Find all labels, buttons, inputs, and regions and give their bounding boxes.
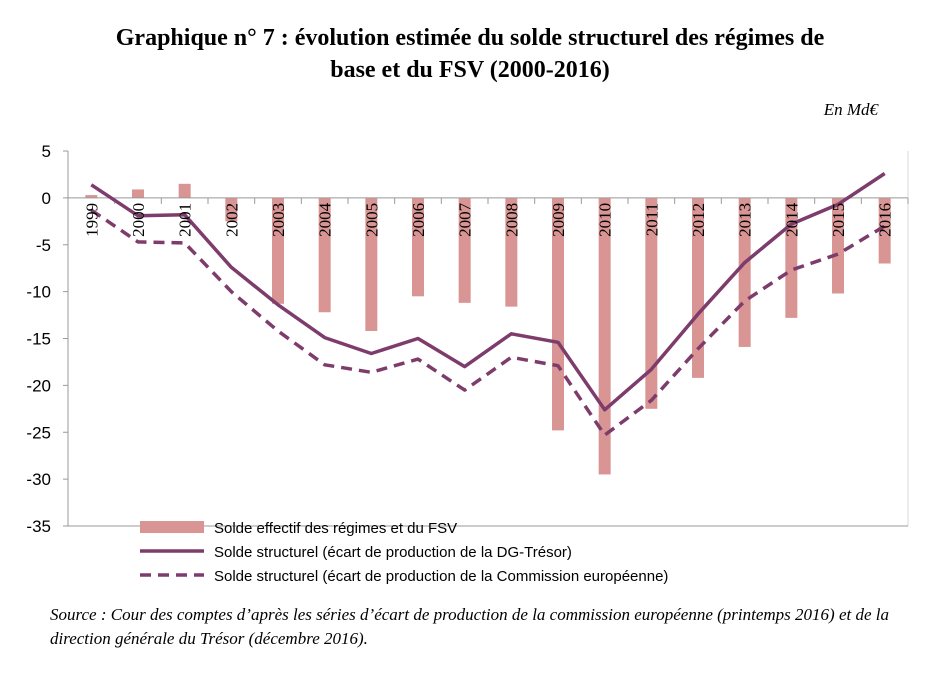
x-tick-label: 2016 (876, 203, 895, 237)
x-tick-label: 2008 (502, 203, 521, 237)
legend-label: Solde effectif des régimes et du FSV (214, 520, 457, 537)
chart-title-line-1: Graphique n° 7 : évolution estimée du so… (115, 25, 825, 51)
x-tick-label: 2009 (549, 203, 568, 237)
x-tick-label: 2005 (362, 203, 381, 237)
x-tick-label: 2012 (689, 203, 708, 237)
bar (458, 197, 471, 303)
x-tick-label: 2007 (456, 202, 475, 237)
bar (85, 195, 98, 198)
y-tick-label: -20 (26, 376, 51, 395)
y-tick-label: -10 (26, 283, 51, 302)
legend-label: Solde structurel (écart de production de… (214, 568, 668, 585)
y-tick-label: -5 (36, 236, 51, 255)
bar (505, 197, 518, 307)
bar (878, 197, 891, 264)
y-tick-label: -15 (26, 330, 51, 349)
chart-title: Graphique n° 7 : évolution estimée du so… (0, 22, 940, 86)
y-tick-label: -25 (26, 423, 51, 442)
x-tick-label: 2014 (782, 202, 801, 237)
x-tick-label: 2010 (596, 203, 615, 237)
legend-label: Solde structurel (écart de production de… (214, 544, 572, 561)
bar (832, 197, 844, 294)
bar (552, 197, 564, 431)
x-tick-label: 1999 (82, 203, 101, 237)
x-tick-label: 2004 (316, 202, 335, 237)
source-note: Source : Cour des comptes d’après les sé… (50, 605, 889, 648)
bar (645, 197, 658, 409)
x-tick-label: 2003 (269, 203, 288, 237)
series-line-tresor (90, 172, 886, 412)
chart-title-line-2: base et du FSV (2000-2016) (330, 57, 610, 83)
bar (225, 197, 238, 222)
series-line-commission (90, 208, 886, 437)
bar (318, 197, 331, 313)
x-tick-label: 2002 (222, 203, 241, 237)
bar (738, 197, 751, 347)
legend-swatch-bar (140, 521, 204, 533)
unit-label: En Md€ (823, 100, 878, 119)
y-tick-label: 5 (42, 142, 51, 161)
x-tick-label: 2013 (736, 203, 755, 237)
bar (365, 197, 378, 331)
bar (132, 189, 144, 198)
y-tick-label: -35 (26, 517, 51, 536)
x-tick-label: 2000 (129, 203, 148, 237)
x-tick-label: 2001 (176, 203, 195, 237)
x-tick-label: 2006 (409, 203, 428, 237)
bar (692, 197, 704, 378)
x-tick-label: 2011 (642, 203, 661, 236)
bar (412, 197, 424, 297)
bar (178, 183, 191, 198)
y-tick-label: 0 (42, 189, 51, 208)
chart-plot: 5 0 -5 -10 -15 -20 -25 -30 -35 1999 2000 2001 2002 20… (26, 142, 909, 585)
x-tick-label: 2015 (829, 203, 848, 237)
y-tick-label: -30 (26, 470, 51, 489)
bar (272, 197, 284, 304)
